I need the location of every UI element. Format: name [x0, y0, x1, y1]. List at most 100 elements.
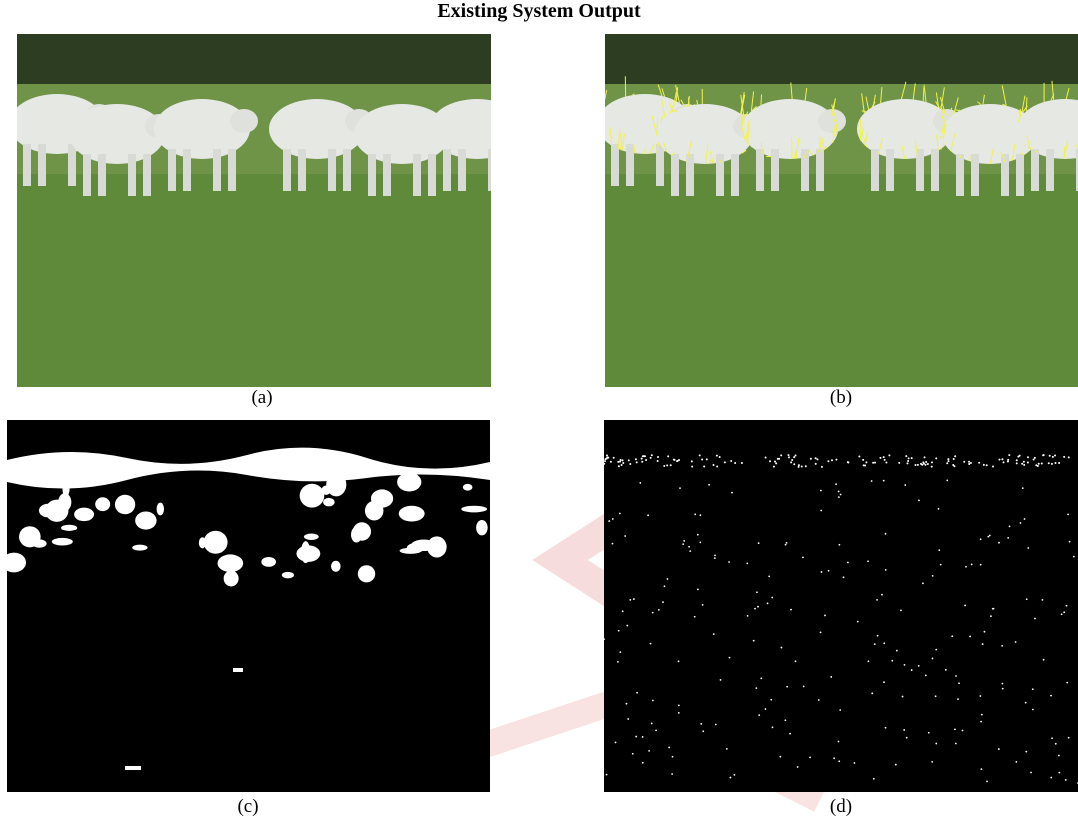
feature-point — [651, 723, 653, 725]
feature-point — [1023, 461, 1025, 463]
feature-point — [925, 675, 927, 677]
feature-point — [635, 736, 637, 738]
feature-point — [628, 459, 630, 461]
feature-point — [785, 544, 787, 546]
feature-point — [908, 457, 910, 459]
cow-leg — [298, 149, 306, 191]
feature-point — [980, 564, 982, 566]
trees — [605, 34, 1078, 84]
feature-point — [964, 605, 966, 607]
feature-point — [998, 459, 1000, 461]
feature-point — [612, 543, 614, 545]
feature-point — [1025, 702, 1027, 704]
foreground-blob — [58, 493, 71, 511]
foreground-blob — [397, 473, 421, 492]
feature-point — [642, 762, 644, 764]
feature-point — [927, 463, 929, 465]
feature-point — [621, 464, 623, 466]
feature-point — [932, 658, 934, 660]
feature-point — [651, 454, 653, 456]
cow-leg — [23, 144, 31, 186]
feature-point — [1058, 772, 1060, 774]
feature-point — [714, 554, 716, 556]
feature-point — [922, 582, 924, 584]
feature-point — [1063, 611, 1065, 613]
cow-leg — [328, 149, 336, 191]
feature-point — [931, 761, 933, 763]
feature-point — [774, 460, 776, 462]
feature-point — [839, 709, 841, 711]
feature-point — [903, 729, 905, 731]
feature-point — [612, 518, 614, 520]
feature-point — [990, 615, 992, 617]
feature-point — [667, 455, 669, 457]
feature-point — [840, 494, 842, 496]
feature-point — [688, 546, 690, 548]
feature-point — [716, 466, 718, 468]
feature-point — [664, 585, 666, 587]
feature-point — [867, 660, 869, 662]
cow-leg — [283, 149, 291, 191]
feature-point — [756, 591, 758, 593]
foreground-blob — [353, 522, 371, 540]
feature-point — [900, 609, 902, 611]
feature-point — [788, 456, 790, 458]
feature-point — [730, 777, 732, 779]
feature-point — [881, 594, 883, 596]
feature-point — [697, 534, 699, 536]
feature-point — [1027, 547, 1029, 549]
feature-point — [1017, 456, 1019, 458]
feature-point — [1015, 641, 1017, 643]
panel-caption: (c) — [188, 797, 308, 817]
feature-point — [839, 544, 841, 546]
feature-point — [896, 650, 898, 652]
cow-leg — [168, 149, 176, 191]
feature-point — [833, 757, 835, 759]
feature-point — [713, 633, 715, 635]
feature-point — [629, 599, 631, 601]
feature-point — [874, 643, 876, 645]
feature-point — [1002, 683, 1004, 685]
feature-point — [1034, 618, 1036, 620]
feature-point — [683, 540, 685, 542]
feature-point — [691, 466, 693, 468]
foreground-blob — [321, 486, 330, 495]
feature-point — [648, 750, 650, 752]
feature-point — [798, 466, 800, 468]
feature-point — [986, 464, 988, 466]
feature-point — [639, 482, 641, 484]
feature-point — [643, 455, 645, 457]
feature-point — [879, 457, 881, 459]
feature-point — [1051, 737, 1053, 739]
cow-leg — [458, 149, 466, 191]
foreground-blob — [463, 484, 473, 491]
feature-point — [1038, 463, 1040, 465]
foreground-blob — [135, 511, 156, 529]
feature-point — [954, 455, 956, 457]
feature-point — [820, 510, 822, 512]
feature-point — [1042, 599, 1044, 601]
foreground-blob — [61, 525, 77, 531]
feature-point — [907, 460, 909, 462]
feature-point — [932, 575, 934, 577]
feature-point — [1021, 463, 1023, 465]
feature-point — [858, 456, 860, 458]
feature-point — [1027, 456, 1029, 458]
foreground-blob — [74, 508, 94, 522]
feature-point — [765, 708, 767, 710]
feature-point — [1024, 518, 1026, 520]
feature-point — [786, 542, 788, 544]
cow-leg — [1001, 154, 1009, 196]
image-panel — [605, 34, 1078, 387]
feature-point — [1054, 462, 1056, 464]
cow-leg — [956, 154, 964, 196]
foreground-blob — [301, 541, 310, 563]
foreground-blob — [331, 561, 341, 572]
feature-point — [951, 635, 953, 637]
feature-point — [1007, 460, 1009, 462]
feature-point — [1049, 455, 1051, 457]
feature-point — [935, 649, 937, 651]
feature-point — [965, 566, 967, 568]
feature-point — [888, 454, 890, 456]
feature-point — [1058, 462, 1060, 464]
